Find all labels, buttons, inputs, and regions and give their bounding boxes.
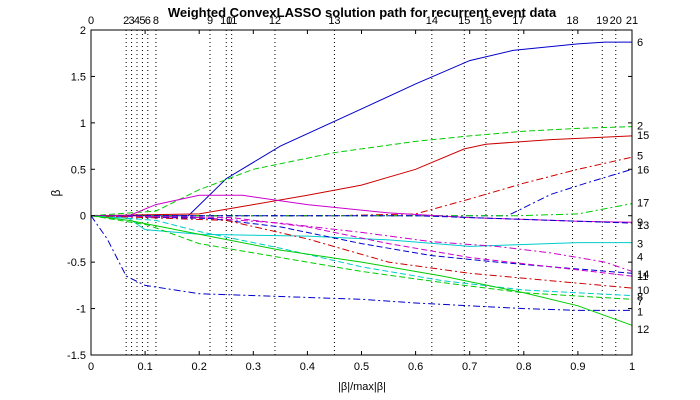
- series-line: [90, 215, 633, 289]
- series-line: [91, 156, 633, 217]
- y-tick-label: 0.5: [71, 164, 86, 176]
- series-end-label: 13: [637, 220, 649, 232]
- entry-event-label: 9: [207, 15, 213, 27]
- entry-event-label: 19: [596, 15, 608, 27]
- y-axis-label: β: [49, 189, 63, 196]
- y-tick-label: 2: [80, 25, 86, 37]
- entry-event-label: 0: [88, 15, 94, 27]
- y-tick-label: 0: [80, 211, 86, 223]
- entry-event-label: 4: [134, 15, 140, 27]
- x-tick-label: 0.4: [300, 361, 315, 373]
- entry-event-label: 11: [226, 15, 237, 27]
- entry-event-label: 12: [269, 15, 281, 27]
- entry-event-label: 17: [512, 15, 524, 27]
- series-end-label: 2: [637, 121, 643, 133]
- x-tick-label: 0.3: [246, 361, 261, 373]
- series-line: [90, 215, 633, 272]
- series-end-label: 8: [637, 292, 643, 304]
- series-end-label: 10: [637, 285, 649, 297]
- series-line: [91, 168, 633, 217]
- x-axis-label: |β|/max|β|: [338, 381, 386, 393]
- x-tick-label: 0: [88, 361, 94, 373]
- entry-event-label: 13: [328, 15, 340, 27]
- series-line: [91, 41, 632, 217]
- series-line: [91, 215, 633, 224]
- series-line: [90, 215, 632, 247]
- x-tick-label: 0.6: [408, 361, 423, 373]
- entry-event-label: 21: [626, 15, 638, 27]
- x-tick-label: 0.2: [192, 361, 207, 373]
- series-line: [90, 135, 633, 217]
- x-tick-label: 0.1: [137, 361, 152, 373]
- series-line: [90, 126, 633, 217]
- series-end-label: 11: [637, 271, 648, 283]
- entry-event-label: 3: [129, 15, 135, 27]
- series-line: [90, 215, 633, 297]
- series-end-label: 17: [637, 198, 649, 210]
- x-tick-label: 0.5: [354, 361, 369, 373]
- x-tick-label: 0.9: [570, 361, 585, 373]
- series-line: [90, 215, 633, 277]
- entry-event-label: 6: [145, 15, 151, 27]
- series-line: [90, 215, 633, 326]
- series-line: [90, 215, 632, 311]
- series-end-label: 9: [637, 217, 643, 229]
- entry-event-label: 14: [426, 15, 438, 27]
- x-tick-label: 0.7: [462, 361, 477, 373]
- series-end-label: 1: [637, 306, 643, 318]
- entry-event-label: 16: [480, 15, 492, 27]
- series-end-label: 6: [637, 37, 643, 49]
- series-end-label: 4: [637, 252, 643, 264]
- series-line: [90, 215, 633, 300]
- entry-event-label: 15: [458, 15, 470, 27]
- y-tick-label: -1: [76, 304, 86, 316]
- series-end-label: 16: [637, 164, 649, 176]
- series-end-label: 12: [637, 324, 649, 336]
- entry-event-label: 20: [610, 15, 622, 27]
- entry-event-label: 18: [566, 15, 578, 27]
- series-end-label: 7: [637, 296, 643, 308]
- plot-frame: [90, 29, 633, 356]
- y-tick-label: 1.5: [71, 71, 86, 83]
- y-tick-label: 1: [80, 118, 86, 130]
- entry-event-label: 10: [220, 15, 232, 27]
- series-end-label: 3: [637, 239, 643, 251]
- chart-title: Weighted ConvexLASSO solution path for r…: [168, 5, 557, 20]
- series-line: [91, 203, 633, 217]
- series-end-label: 5: [637, 150, 643, 162]
- entry-event-label: 2: [123, 15, 129, 27]
- series-end-label: 15: [637, 130, 649, 142]
- entry-event-label: 8: [153, 15, 159, 27]
- x-tick-label: 1: [629, 361, 635, 373]
- entry-event-label: 5: [139, 15, 145, 27]
- y-tick-label: -1.5: [67, 350, 86, 362]
- y-tick-label: -0.5: [67, 257, 86, 269]
- x-tick-label: 0.8: [516, 361, 531, 373]
- series-end-label: 14: [637, 269, 649, 281]
